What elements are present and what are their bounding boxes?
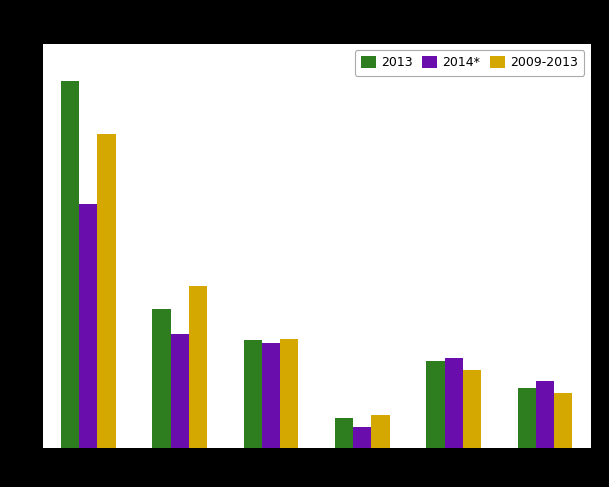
Legend: 2013, 2014*, 2009-2013: 2013, 2014*, 2009-2013 [354,50,585,75]
Bar [353,427,371,448]
Bar [536,381,554,448]
Bar [371,415,390,448]
Bar [61,81,79,448]
Bar [189,286,207,448]
Bar [152,309,171,448]
Bar [463,370,481,448]
Bar [280,339,298,448]
Bar [554,393,572,448]
Bar [79,204,97,448]
Bar [426,361,445,448]
Bar [445,358,463,448]
Bar [518,388,536,448]
Bar [97,133,116,448]
Bar [262,343,280,448]
Bar [244,340,262,448]
Bar [171,334,189,448]
Bar [335,418,353,448]
